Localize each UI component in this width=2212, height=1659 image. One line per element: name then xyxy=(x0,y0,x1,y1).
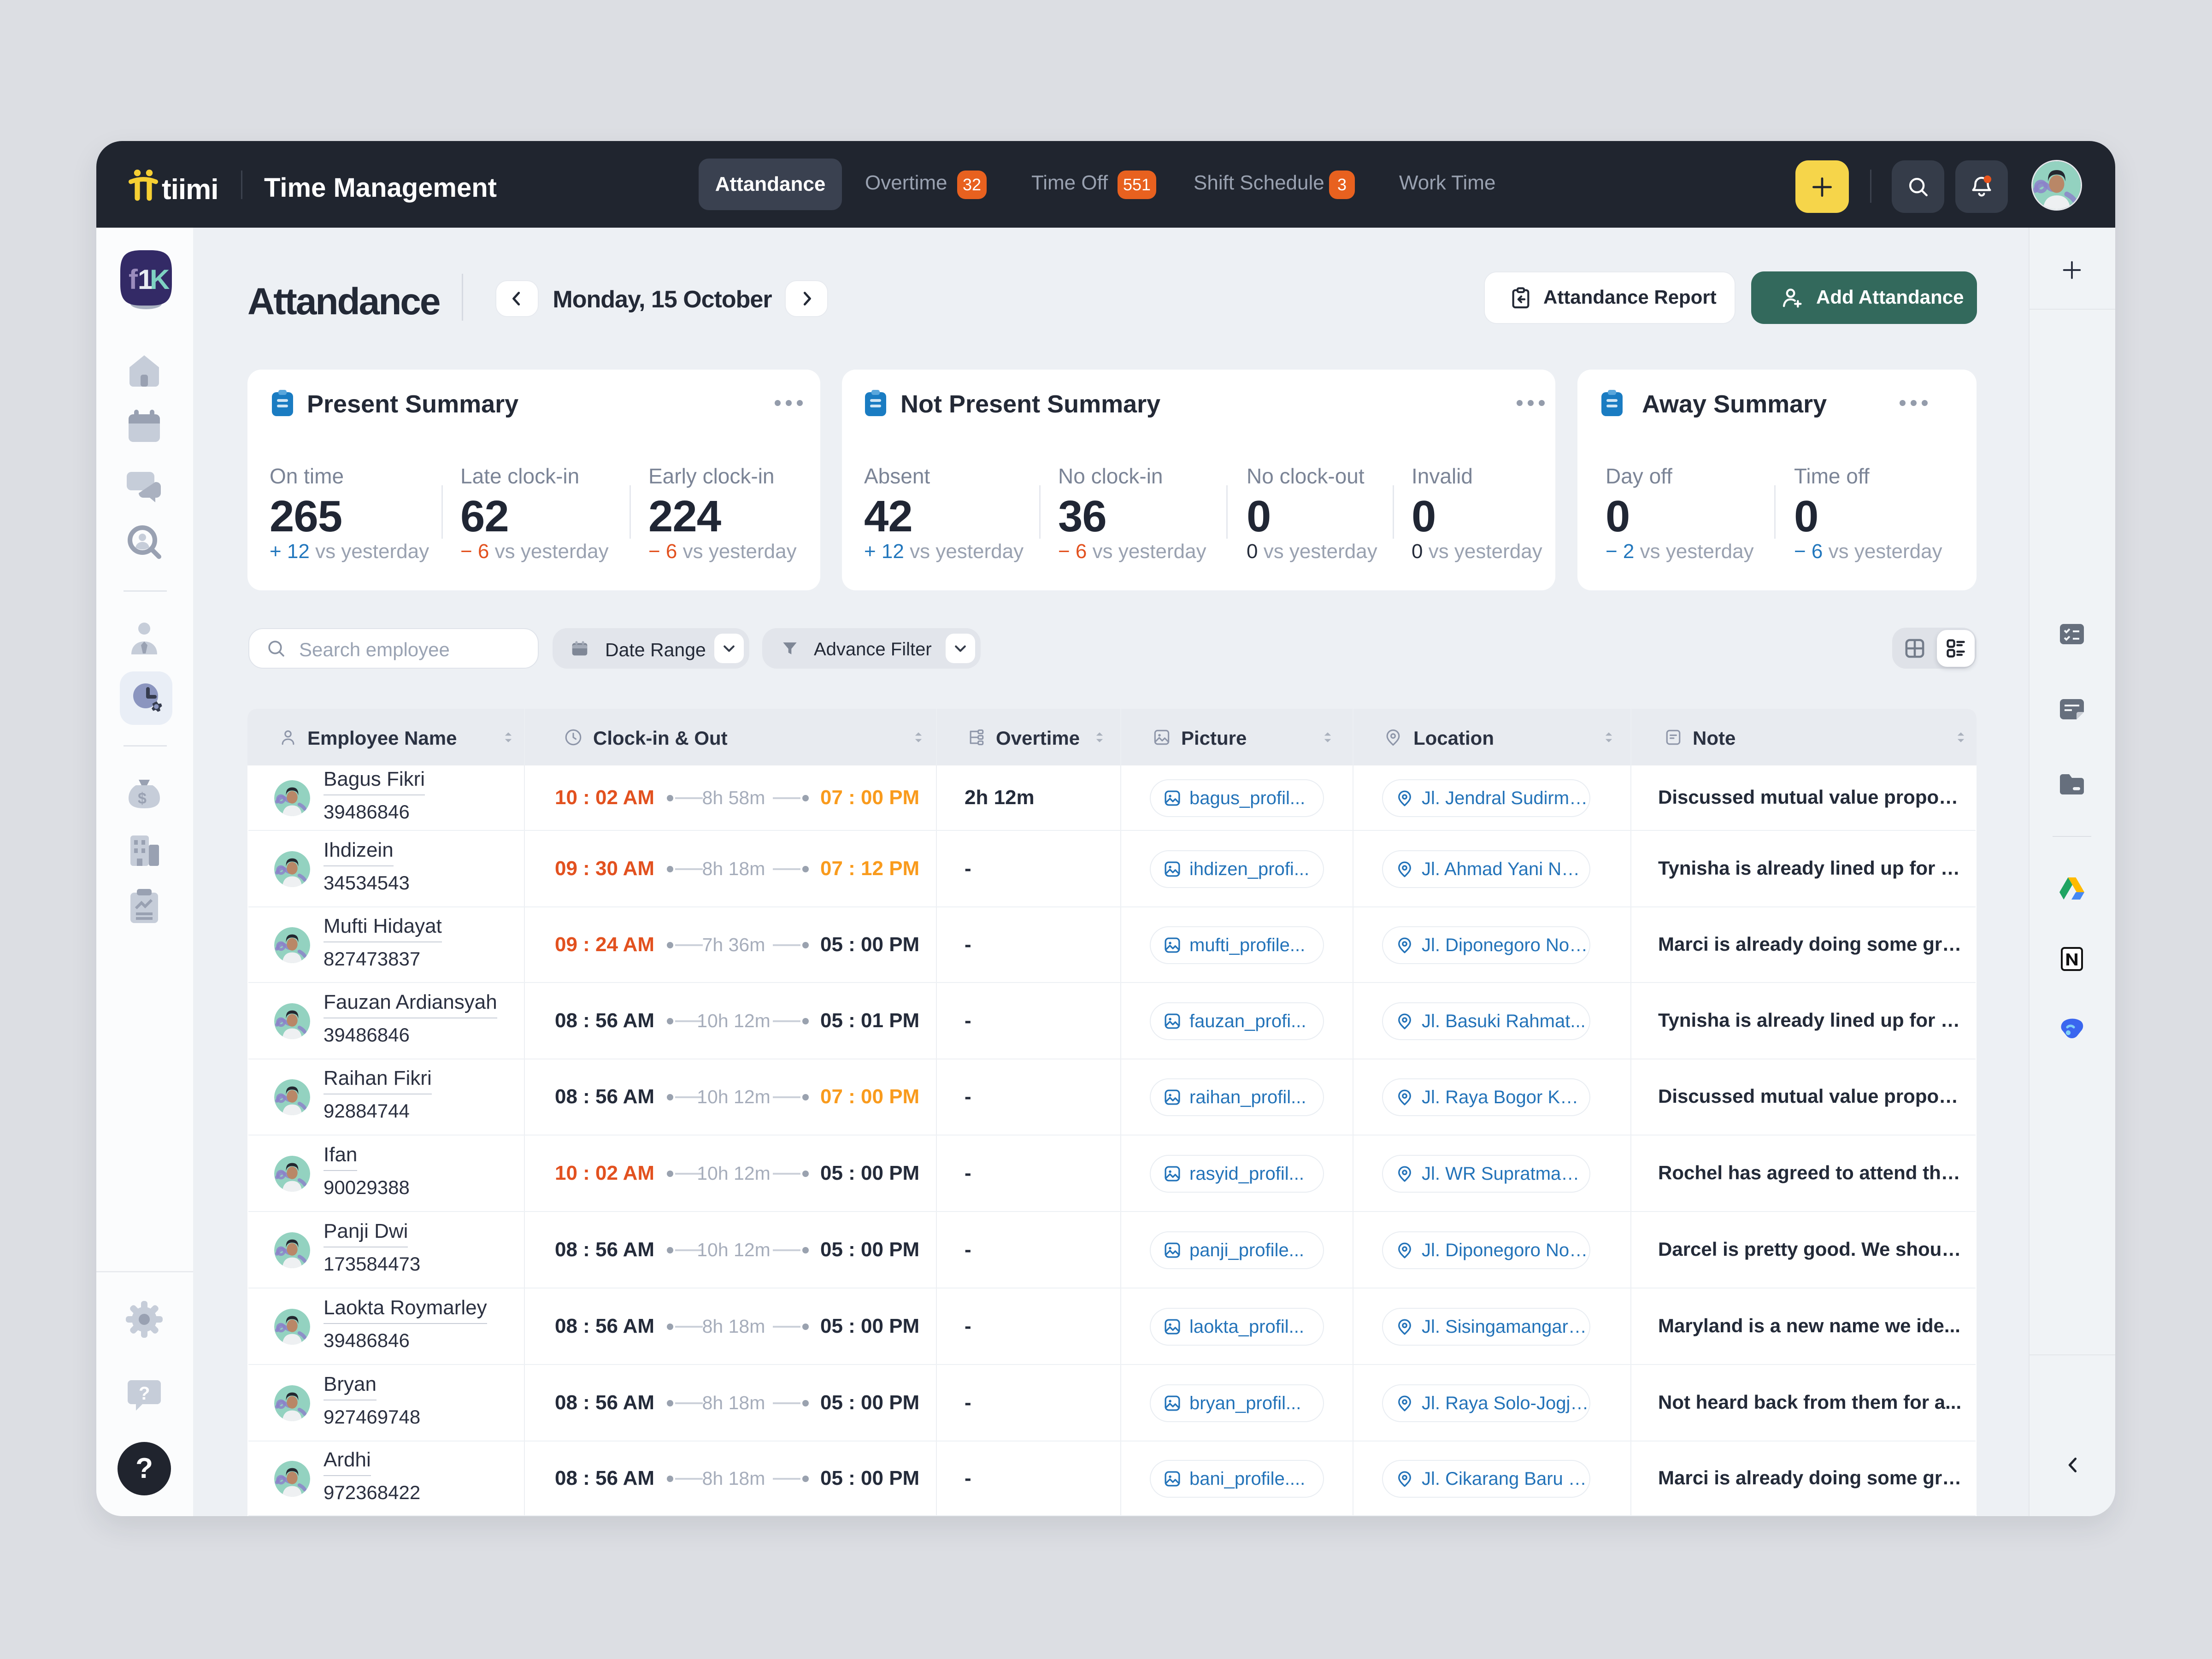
svg-text:K: K xyxy=(150,264,170,295)
svg-text:f: f xyxy=(129,264,138,295)
svg-text:$: $ xyxy=(138,790,147,807)
svg-text:1: 1 xyxy=(138,264,153,295)
svg-text:?: ? xyxy=(139,1383,150,1404)
